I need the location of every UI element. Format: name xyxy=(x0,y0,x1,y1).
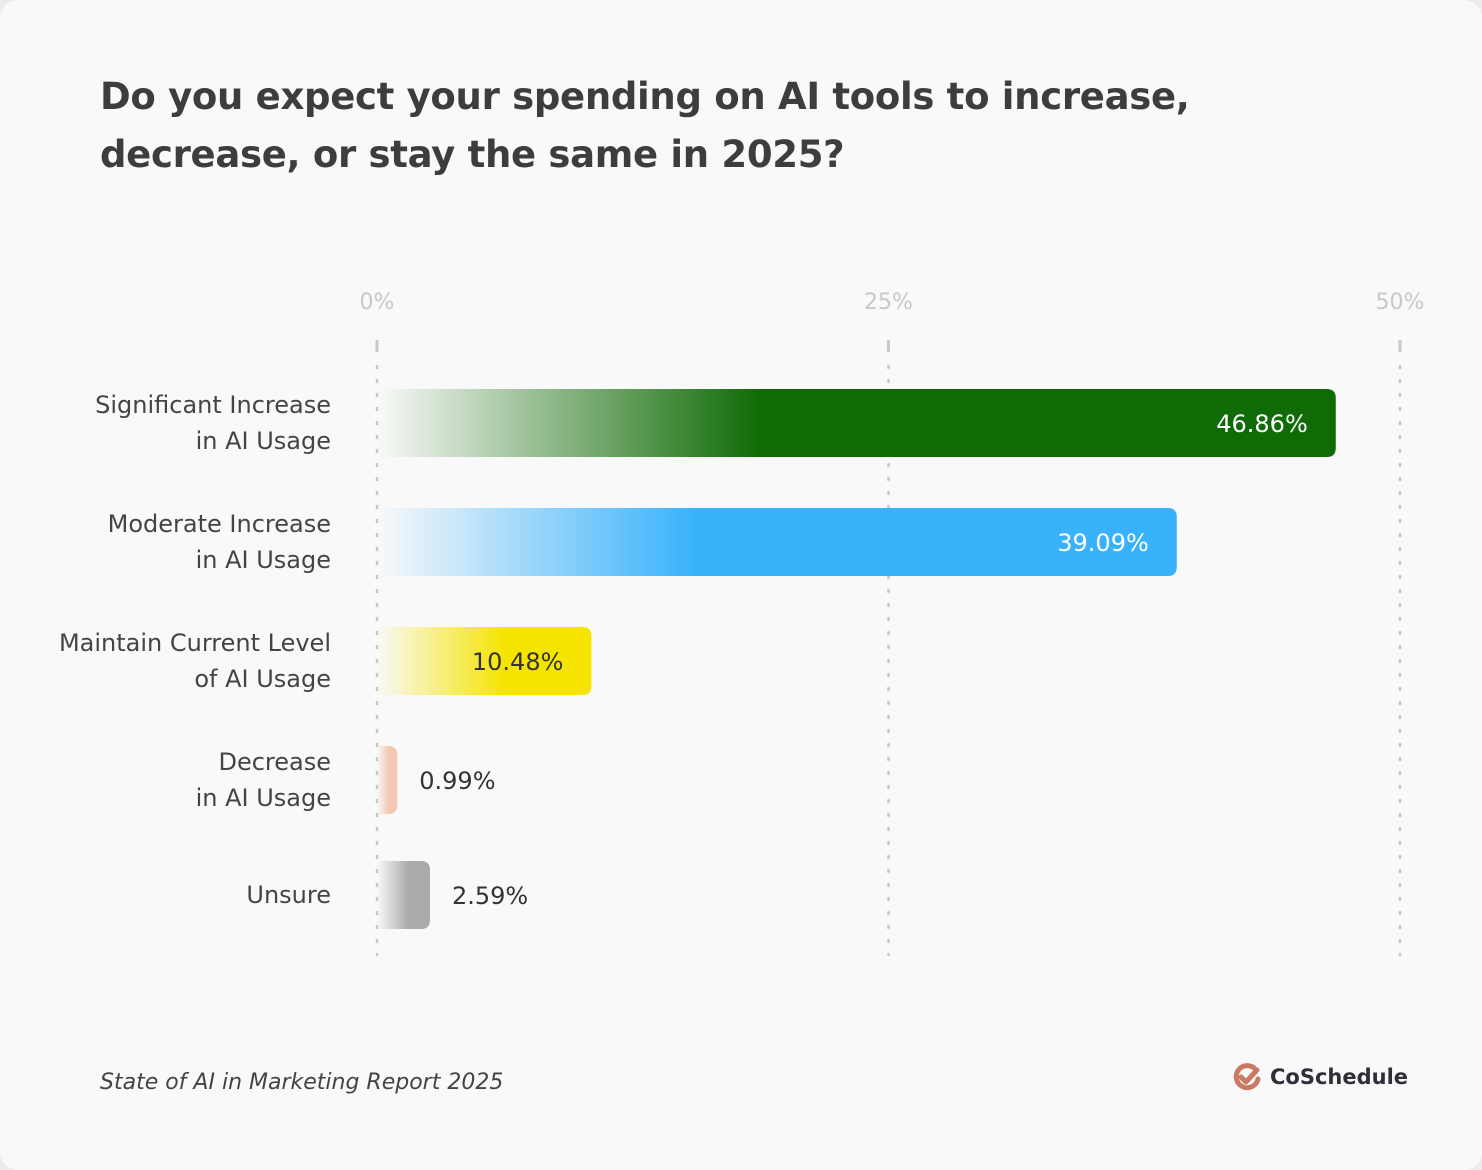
source-note: State of AI in Marketing Report 2025 xyxy=(100,1070,504,1095)
category-label: Significant Increase in AI Usage xyxy=(95,391,331,455)
bar xyxy=(377,746,398,814)
chart-title: Do you expect your spending on AI tools … xyxy=(100,75,1190,176)
category-label: Maintain Current Level of AI Usage xyxy=(58,629,331,693)
bar xyxy=(377,389,1336,457)
data-label: 39.09% xyxy=(1057,529,1149,557)
data-label: 10.48% xyxy=(472,648,564,676)
tick-label: 25% xyxy=(864,290,913,315)
tick-label: 50% xyxy=(1375,290,1425,315)
brand-name: CoSchedule xyxy=(1270,1065,1409,1089)
data-label: 2.59% xyxy=(452,882,528,910)
category-label: Decrease in AI Usage xyxy=(195,748,331,812)
category-label: Moderate Increase in AI Usage xyxy=(107,510,331,574)
tick-label: 0% xyxy=(359,290,395,315)
category-label: Unsure xyxy=(246,881,331,909)
data-label: 46.86% xyxy=(1216,410,1308,438)
data-label: 0.99% xyxy=(419,767,495,795)
brand-logo: CoSchedule xyxy=(1232,1062,1408,1092)
bar xyxy=(377,508,1177,576)
bar xyxy=(377,861,430,929)
bar xyxy=(377,627,592,695)
checkmark-logo-icon xyxy=(1233,1063,1261,1091)
